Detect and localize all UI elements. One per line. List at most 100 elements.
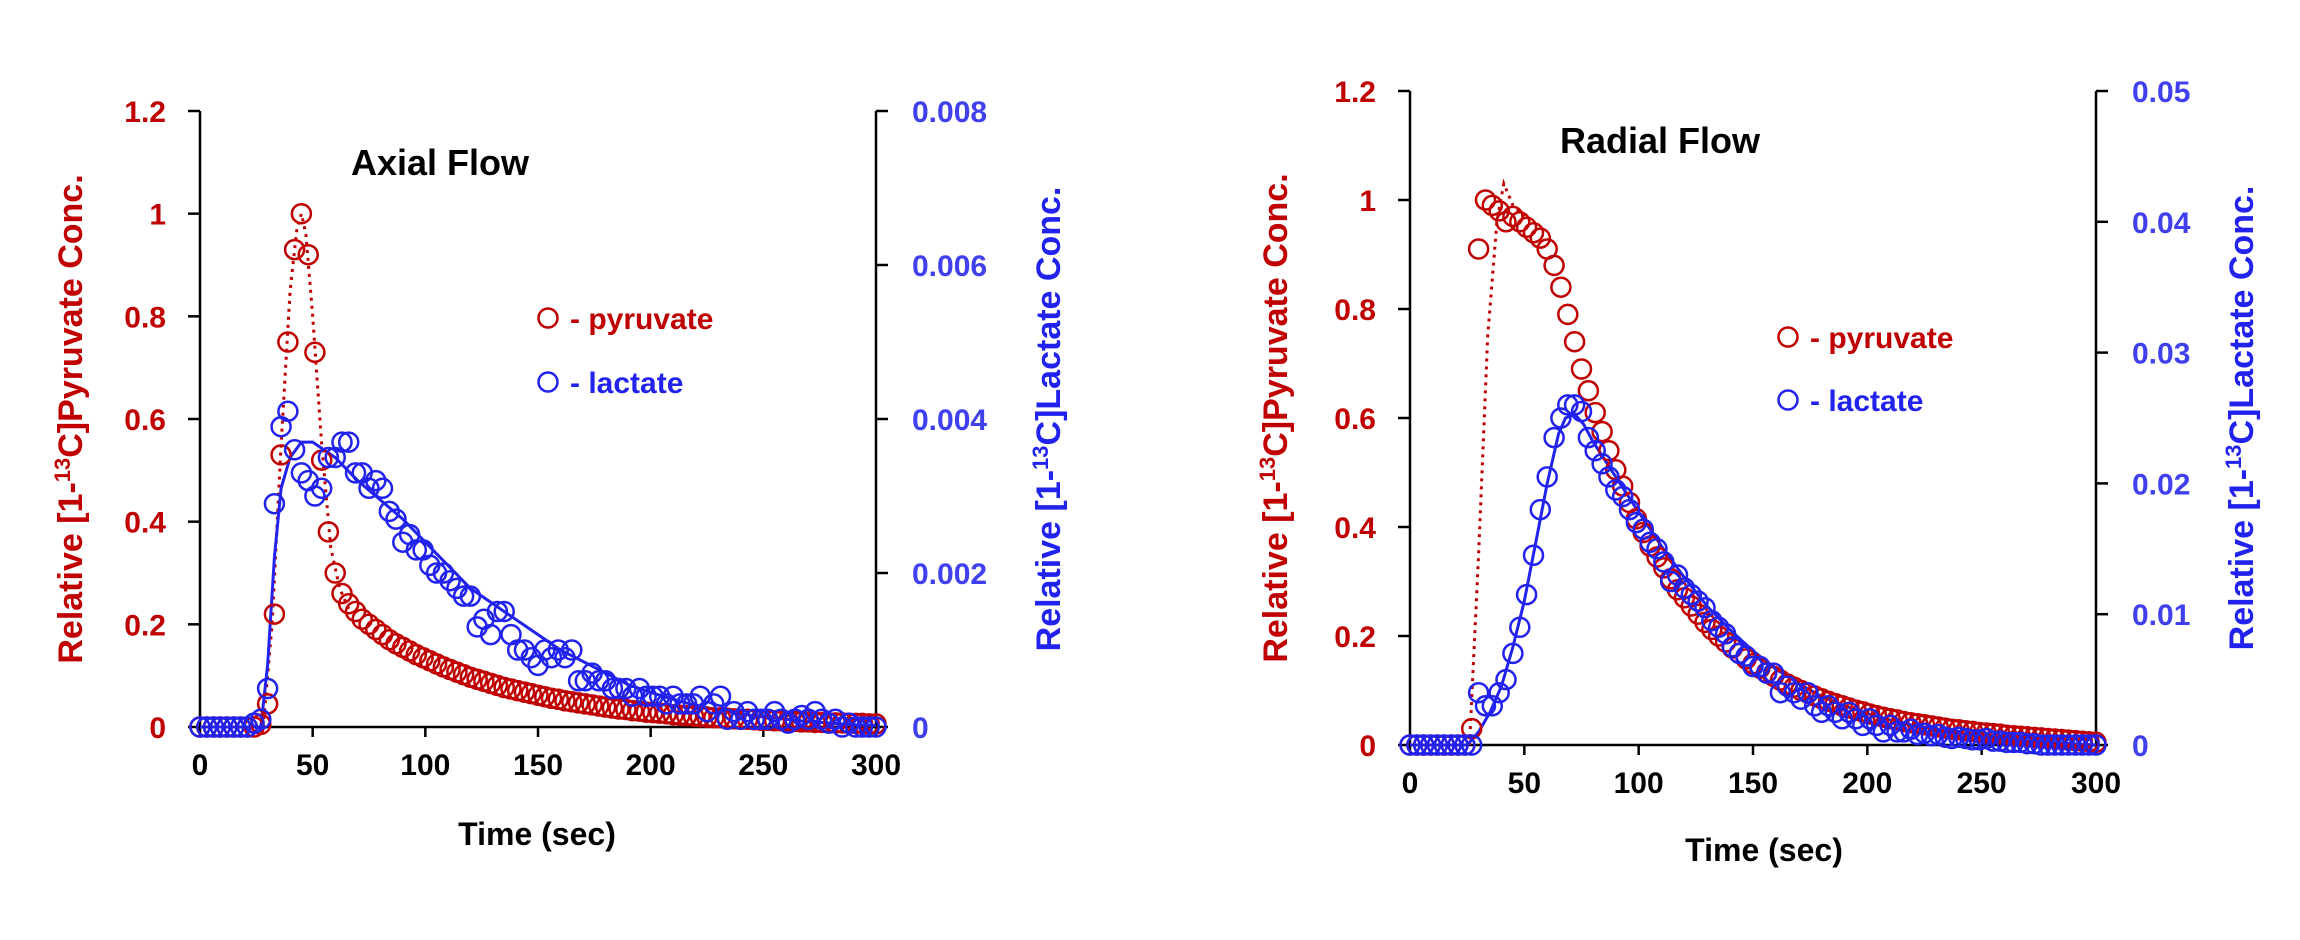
pyruvate-point <box>689 705 711 728</box>
pyruvate-point <box>358 613 380 636</box>
pyruvate-point <box>1577 379 1600 402</box>
lactate-point <box>703 693 725 715</box>
lactate-point <box>561 639 583 661</box>
pyruvate-point <box>1584 401 1606 424</box>
lactate-point <box>405 539 428 561</box>
legend-label-pyruvate: - pyruvate <box>1810 322 1953 355</box>
lactate-point <box>763 700 786 723</box>
lactate-point <box>1707 616 1730 639</box>
lactate-point <box>1783 681 1805 704</box>
lactate-point <box>1618 498 1641 521</box>
left-y-axis-label-pre: Relative [1- <box>52 482 90 663</box>
x-tick-label: 50 <box>296 749 329 782</box>
lactate-point <box>669 693 691 715</box>
lactate-point <box>1831 708 1853 730</box>
lactate-point <box>1701 609 1723 632</box>
lactate-point <box>1605 479 1627 501</box>
lactate-point <box>716 708 739 731</box>
lactate-point <box>1639 531 1661 554</box>
lactate-point <box>1666 564 1689 586</box>
lactate-point <box>277 400 299 423</box>
lactate-point <box>1481 695 1504 717</box>
pyruvate-point <box>1474 189 1497 211</box>
lactate-point <box>1399 734 1421 756</box>
x-axis-label: Time (sec) <box>1685 832 1843 868</box>
right-y-tick-label: 0 <box>2132 730 2149 763</box>
pyruvate-point <box>1529 227 1552 249</box>
lactate-point <box>337 431 360 453</box>
x-tick-label: 300 <box>851 749 901 782</box>
pyruvate-point <box>1557 303 1579 326</box>
pyruvate-point <box>682 705 705 727</box>
lactate-point <box>1454 734 1476 756</box>
lactate-point <box>310 477 333 500</box>
pyruvate-point <box>290 202 313 225</box>
left-y-axis-label: Relative [1-13C]Pyruvate Conc. <box>50 174 90 663</box>
pyruvate-point <box>574 693 597 715</box>
x-tick-label: 250 <box>738 749 788 782</box>
x-tick-label: 150 <box>1728 767 1778 800</box>
legend-marker-lactate <box>537 371 559 393</box>
lactate-point <box>1749 655 1771 678</box>
pyruvate-point <box>263 603 286 625</box>
pyruvate-point <box>540 687 563 710</box>
legend-label-lactate: - lactate <box>1810 385 1923 418</box>
pyruvate-point <box>561 691 583 713</box>
lactate-point <box>1872 721 1895 743</box>
lactate-point <box>655 693 678 715</box>
lactate-point <box>378 500 401 523</box>
pyruvate-point <box>283 238 306 261</box>
lactate-point <box>459 585 482 607</box>
lactate-point <box>1536 466 1558 488</box>
pyruvate-fit-line <box>261 213 351 728</box>
pyruvate-point <box>594 696 617 718</box>
x-tick-label: 0 <box>1402 767 1419 800</box>
lactate-point <box>2078 734 2100 756</box>
legend-marker-pyruvate <box>1777 326 1799 348</box>
left-y-tick-label: 1 <box>1359 185 1376 218</box>
lactate-point <box>1879 714 1901 737</box>
lactate-point <box>223 716 245 738</box>
lactate-point <box>331 431 353 453</box>
lactate-point <box>757 708 779 731</box>
lactate-point <box>2016 732 2039 755</box>
chart-title: Axial Flow <box>351 142 530 183</box>
lactate-point <box>263 492 286 515</box>
right-y-tick-label: 0.04 <box>2132 207 2191 240</box>
right-y-axis-label: Relative [1-13C]Lactate Conc. <box>2221 186 2261 651</box>
pyruvate-fit-line <box>1468 178 1526 746</box>
right-y-axis-label-post: C]Lactate Conc. <box>1030 187 1068 446</box>
x-axis-label: Time (sec) <box>458 816 616 852</box>
pyruvate-point <box>304 341 326 364</box>
x-tick-label: 0 <box>192 749 209 782</box>
x-tick-label: 200 <box>626 749 676 782</box>
left-y-tick-label: 1.2 <box>1334 76 1376 109</box>
right-y-axis-label-sup: 13 <box>2221 444 2246 468</box>
pyruvate-point <box>1488 200 1510 222</box>
lactate-point <box>1529 498 1552 521</box>
lactate-point <box>1694 596 1716 619</box>
lactate-point <box>851 716 874 738</box>
lactate-point <box>317 446 340 469</box>
lactate-point <box>554 646 576 669</box>
right-y-tick-label: 0.002 <box>912 558 987 591</box>
lactate-point <box>216 716 238 738</box>
lactate-point <box>385 508 407 530</box>
lactate-point <box>250 708 272 731</box>
lactate-point <box>1762 662 1785 684</box>
lactate-point <box>1488 681 1510 704</box>
lactate-point <box>209 716 232 738</box>
lactate-point <box>344 462 367 484</box>
lactate-point <box>486 600 509 623</box>
left-y-axis-label-pre: Relative [1- <box>1257 481 1295 662</box>
lactate-point <box>1845 708 1867 730</box>
lactate-point <box>1632 518 1654 540</box>
lactate-point <box>304 485 326 507</box>
lactate-point <box>601 677 624 700</box>
lactate-point <box>1550 407 1572 429</box>
lactate-point <box>2085 734 2107 756</box>
left-y-tick-label: 0.2 <box>124 609 166 642</box>
lactate-point <box>797 708 820 731</box>
lactate-point <box>1680 583 1703 606</box>
